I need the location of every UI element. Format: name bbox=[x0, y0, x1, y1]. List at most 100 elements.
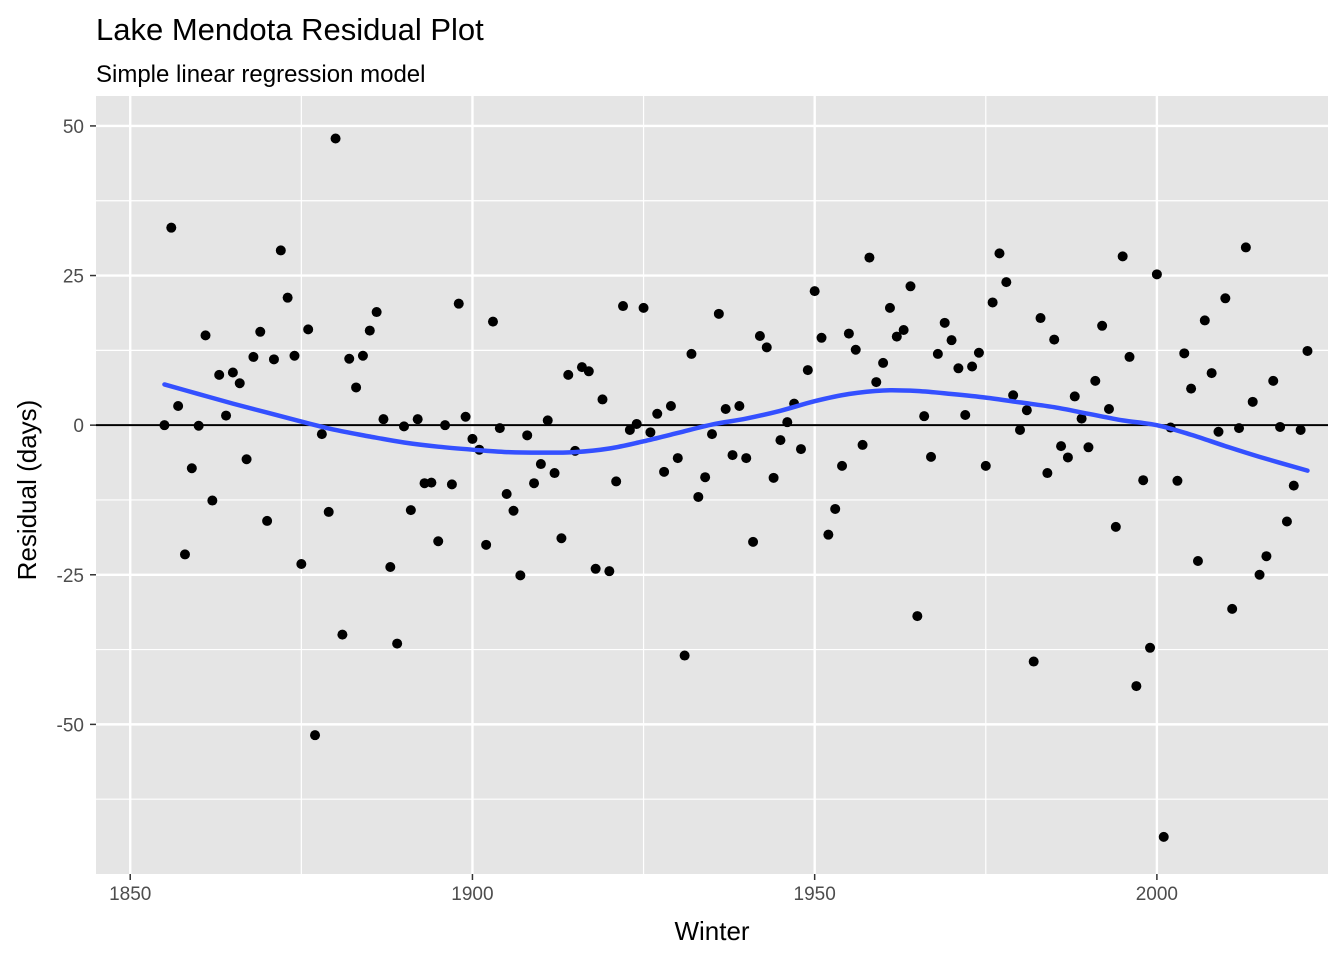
data-point bbox=[446, 479, 457, 490]
data-point bbox=[1042, 468, 1053, 479]
y-tick-label: -50 bbox=[57, 715, 84, 736]
data-point bbox=[1268, 375, 1279, 386]
data-point bbox=[871, 377, 882, 388]
data-point bbox=[919, 411, 930, 422]
y-tick-label: 0 bbox=[73, 416, 84, 437]
data-point bbox=[440, 420, 451, 431]
smooth-trend-line bbox=[162, 382, 1310, 473]
data-point bbox=[830, 503, 841, 514]
data-point bbox=[741, 453, 752, 464]
data-point bbox=[700, 472, 711, 483]
data-point bbox=[227, 367, 238, 378]
data-point bbox=[659, 466, 670, 477]
data-point bbox=[878, 357, 889, 368]
data-point bbox=[583, 366, 594, 377]
data-point bbox=[973, 347, 984, 358]
minor-gridlines bbox=[96, 96, 1328, 874]
data-point bbox=[1172, 475, 1183, 486]
data-point bbox=[1097, 320, 1108, 331]
data-point bbox=[357, 350, 368, 361]
data-point bbox=[980, 460, 991, 471]
data-point bbox=[371, 307, 382, 318]
y-tick-label: 50 bbox=[63, 117, 84, 138]
data-point bbox=[850, 344, 861, 355]
data-point bbox=[994, 248, 1005, 259]
data-point bbox=[282, 292, 293, 303]
data-point bbox=[1302, 345, 1313, 356]
data-point bbox=[1192, 556, 1203, 567]
x-tick-label: 1850 bbox=[109, 884, 151, 905]
data-point bbox=[1110, 521, 1121, 532]
y-tick-label: -25 bbox=[57, 566, 84, 587]
data-point bbox=[467, 433, 478, 444]
data-point bbox=[241, 454, 252, 465]
y-axis-ticks: -50 -25 0 25 50 bbox=[57, 117, 96, 736]
data-point bbox=[898, 324, 909, 335]
data-point bbox=[1062, 452, 1073, 463]
data-point bbox=[1049, 334, 1060, 345]
residual-points bbox=[159, 133, 1313, 842]
data-point bbox=[166, 222, 177, 233]
data-point bbox=[590, 563, 601, 574]
data-point bbox=[1240, 242, 1251, 253]
data-point bbox=[631, 418, 642, 429]
data-point bbox=[604, 566, 615, 577]
data-point bbox=[1035, 313, 1046, 324]
data-point bbox=[748, 536, 759, 547]
data-point bbox=[330, 133, 341, 144]
data-point bbox=[1117, 251, 1128, 262]
data-point bbox=[481, 539, 492, 550]
data-point bbox=[1001, 277, 1012, 288]
data-point bbox=[597, 394, 608, 405]
data-point bbox=[912, 611, 923, 622]
data-point bbox=[515, 570, 526, 581]
data-point bbox=[891, 331, 902, 342]
data-point bbox=[720, 403, 731, 414]
data-point bbox=[487, 316, 498, 327]
data-point bbox=[1234, 423, 1245, 434]
data-point bbox=[399, 421, 409, 432]
data-point bbox=[782, 417, 793, 428]
data-point bbox=[665, 401, 676, 412]
x-tick-label: 1900 bbox=[451, 884, 493, 905]
data-point bbox=[159, 420, 170, 431]
data-point bbox=[392, 638, 403, 649]
data-point bbox=[179, 549, 190, 560]
data-point bbox=[1138, 475, 1149, 486]
data-point bbox=[255, 326, 266, 337]
data-point bbox=[611, 476, 622, 487]
data-point bbox=[426, 477, 437, 488]
data-point bbox=[618, 301, 629, 312]
data-point bbox=[186, 463, 197, 474]
data-point bbox=[234, 378, 245, 389]
data-point bbox=[337, 629, 348, 640]
data-point bbox=[926, 451, 937, 462]
data-point bbox=[1295, 424, 1306, 435]
y-tick-label: 25 bbox=[63, 267, 84, 288]
data-point bbox=[303, 324, 314, 335]
data-point bbox=[385, 561, 396, 572]
data-point bbox=[1247, 396, 1258, 407]
data-point bbox=[1206, 368, 1217, 379]
data-point bbox=[412, 414, 423, 425]
data-point bbox=[645, 427, 656, 438]
data-point bbox=[987, 297, 998, 308]
data-point bbox=[624, 424, 635, 435]
data-point bbox=[323, 506, 334, 517]
data-point bbox=[549, 468, 560, 479]
data-point bbox=[967, 361, 978, 372]
data-point bbox=[946, 335, 957, 346]
data-point bbox=[809, 286, 820, 297]
data-point bbox=[1145, 642, 1156, 653]
data-point bbox=[1179, 348, 1190, 359]
data-point bbox=[1199, 315, 1210, 326]
data-point bbox=[1015, 424, 1025, 435]
data-point bbox=[378, 414, 389, 425]
data-point bbox=[1261, 551, 1272, 562]
data-point bbox=[1275, 421, 1286, 432]
data-point bbox=[542, 415, 553, 426]
data-point bbox=[221, 410, 232, 421]
data-point bbox=[535, 459, 546, 470]
x-axis-ticks: 1850 1900 1950 2000 bbox=[109, 874, 1178, 905]
data-point bbox=[556, 533, 567, 544]
